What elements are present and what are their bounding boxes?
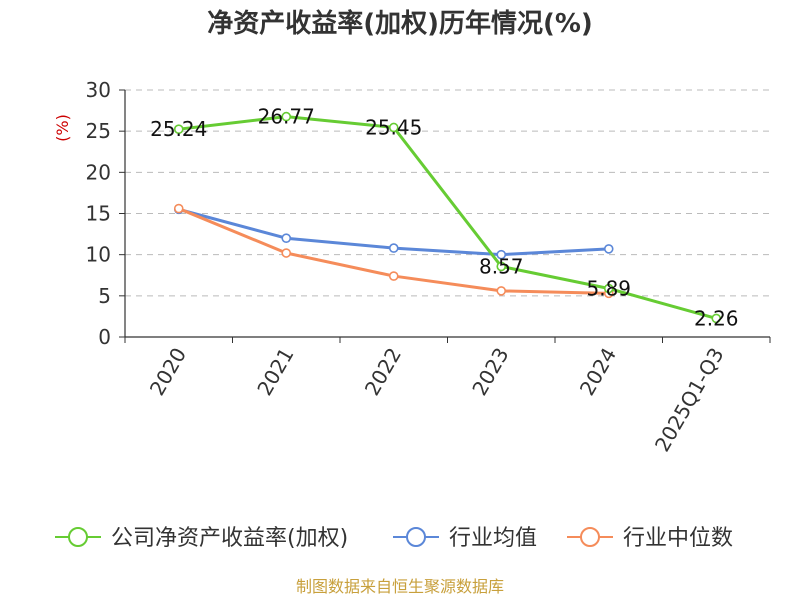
- x-tick-label-2022: 2022: [360, 344, 406, 400]
- data-labels: 25.24 26.77 25.45 8.57 5.89 2.26: [150, 105, 738, 331]
- point-s0-2022: [388, 122, 399, 133]
- source-note: 制图数据来自恒生聚源数据库: [296, 577, 504, 596]
- legend-label-1: 行业均值: [449, 526, 537, 551]
- point-s1-2024: [603, 244, 614, 254]
- gridlines: [125, 89, 770, 297]
- legend-label-2: 行业中位数: [623, 526, 733, 551]
- chart-title: 净资产收益率(加权)历年情况(%): [207, 8, 593, 39]
- point-s2-2023: [496, 286, 507, 296]
- point-s1-2023: [496, 249, 507, 260]
- y-axis-unit: (%): [53, 114, 72, 142]
- data-label-2020: 25.24: [150, 117, 207, 141]
- x-tick-label-2025Q1-Q3: 2025Q1-Q3: [650, 344, 729, 456]
- x-tick-label-2024: 2024: [575, 344, 621, 400]
- point-s0-2020: [173, 124, 184, 134]
- legend-label-0: 公司净资产收益率(加权): [111, 526, 348, 551]
- point-s2-2020: [173, 203, 184, 214]
- y-tick-label-25: 25: [86, 119, 111, 143]
- legend-marker-1: [406, 527, 426, 547]
- y-tick-label-20: 20: [86, 160, 111, 184]
- x-tick-label-2021: 2021: [252, 344, 298, 400]
- point-s1-2021: [281, 233, 292, 243]
- point-s0-2024: [603, 283, 614, 294]
- x-tick-label-2020: 2020: [145, 344, 191, 400]
- y-tick-label-10: 10: [86, 243, 111, 267]
- x-tick-label-2023: 2023: [467, 344, 513, 400]
- point-s0-2023: [496, 261, 507, 272]
- data-label-2024: 5.89: [586, 277, 631, 301]
- y-tick-label-5: 5: [98, 284, 111, 308]
- legend-marker-0: [68, 527, 88, 547]
- series-line-0: [178, 115, 717, 320]
- series-layer: [173, 111, 722, 324]
- y-tick-label-30: 30: [86, 78, 111, 102]
- point-s0-2021: [281, 111, 292, 122]
- legend: 公司净资产收益率(加权) 行业均值 行业中位数: [55, 526, 733, 551]
- point-s2-2021: [281, 248, 292, 258]
- legend-marker-2: [580, 527, 600, 547]
- point-s2-2022: [388, 271, 399, 281]
- y-tick-label-0: 0: [98, 325, 111, 349]
- y-tick-label-15: 15: [86, 202, 111, 226]
- data-label-2022: 25.45: [365, 115, 422, 139]
- point-s1-2022: [388, 243, 399, 253]
- data-label-2021: 26.77: [258, 105, 315, 129]
- data-label-2025Q1-Q3: 2.26: [694, 306, 739, 330]
- point-s0-2025Q1-Q3: [711, 313, 722, 324]
- data-label-2023: 8.57: [479, 254, 524, 278]
